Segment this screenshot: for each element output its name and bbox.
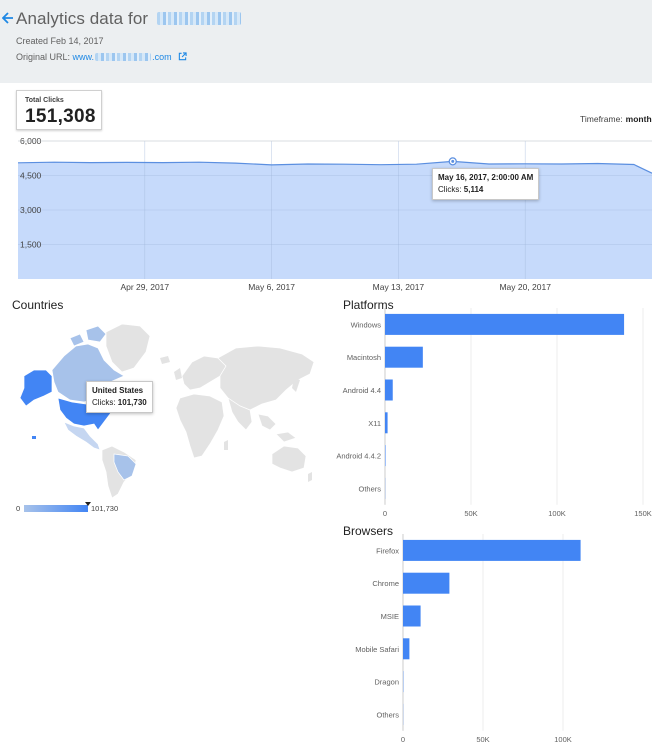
x-tick-label: 50K <box>476 735 489 744</box>
map-legend: 0 101,730 <box>16 502 118 513</box>
x-tick-label: 50K <box>464 509 477 518</box>
category-label: X11 <box>368 419 381 428</box>
category-label: Android 4.4 <box>343 386 381 395</box>
map-asia <box>217 345 315 411</box>
created-date: Created Feb 14, 2017 <box>16 36 104 46</box>
highlighted-point-center <box>451 159 455 163</box>
bar <box>385 346 423 368</box>
total-clicks-value: 151,308 <box>25 106 96 127</box>
category-label: Mobile Safari <box>355 645 399 654</box>
category-label: Windows <box>351 320 382 329</box>
legend-min: 0 <box>16 504 20 513</box>
page-title-text: Analytics data for <box>16 9 149 28</box>
legend-gradient <box>24 505 88 512</box>
bar <box>385 412 388 434</box>
bar <box>403 572 450 594</box>
category-label: Macintosh <box>347 353 381 362</box>
map-tooltip-country: United States <box>92 386 144 395</box>
original-url-row: Original URL: www. .com <box>16 52 187 62</box>
map-greenland <box>105 323 151 373</box>
x-tick-label: 100K <box>554 735 572 744</box>
x-tick-label: 100K <box>548 509 566 518</box>
bar <box>403 638 410 660</box>
map-australia <box>271 445 307 473</box>
bar <box>385 379 393 401</box>
chart-tooltip: May 16, 2017, 2:00:00 AM Clicks: 5,114 <box>432 168 540 200</box>
x-tick-label: May 13, 2017 <box>373 282 425 292</box>
category-label: Others <box>358 484 381 493</box>
page-header: Analytics data for Created Feb 14, 2017 … <box>0 0 652 83</box>
legend-max: 101,730 <box>91 504 118 513</box>
y-tick-label: 4,500 <box>20 171 42 181</box>
page-title: Analytics data for <box>16 9 242 29</box>
x-tick-label: 0 <box>383 509 387 518</box>
series-line <box>17 160 652 174</box>
total-clicks-label: Total Clicks <box>25 97 64 104</box>
total-clicks-card: Total Clicks 151,308 <box>16 90 102 130</box>
browsers-bar-chart[interactable]: 0 50K 100K Firefox Chrome MSIE Mobile Safari Dr… <box>330 534 652 745</box>
x-tick-label: May 20, 2017 <box>499 282 551 292</box>
category-label: Android 4.4.2 <box>336 452 381 461</box>
map-canada-islands <box>69 325 107 347</box>
countries-title: Countries <box>12 298 64 312</box>
category-label: MSIE <box>381 612 399 621</box>
timeframe-label: Timeframe: <box>580 114 623 124</box>
map-europe <box>181 355 227 391</box>
category-label: Chrome <box>372 579 399 588</box>
bar <box>385 313 625 335</box>
category-label: Dragon <box>374 678 399 687</box>
browsers-title: Browsers <box>343 524 394 538</box>
x-tick-label: 150K <box>634 509 652 518</box>
bar <box>385 445 386 467</box>
map-canada <box>51 343 125 403</box>
x-tick-label: May 6, 2017 <box>248 282 295 292</box>
y-tick-label: 3,000 <box>20 205 42 215</box>
original-url-link[interactable]: www. .com <box>72 52 172 62</box>
area-fill <box>18 161 652 279</box>
timeframe-value: month <box>625 114 652 124</box>
chart-tooltip-label: Clicks: <box>438 185 462 194</box>
bar <box>403 605 421 627</box>
platforms-bar-chart[interactable]: 0 50K 100K 150K Windows Macintosh Android 4.4 X… <box>330 308 652 524</box>
legend-marker <box>85 502 91 506</box>
redacted-url <box>95 52 152 61</box>
map-brazil <box>113 453 137 481</box>
y-tick-label: 1,500 <box>20 240 42 250</box>
map-tooltip-label: Clicks: <box>92 398 116 407</box>
platforms-title: Platforms <box>343 298 394 312</box>
world-map[interactable] <box>14 318 320 500</box>
x-tick-label: 0 <box>401 735 405 744</box>
category-label: Firefox <box>376 546 399 555</box>
back-arrow-icon[interactable] <box>2 11 14 25</box>
open-external-icon[interactable] <box>178 52 187 61</box>
redacted-link-name <box>157 11 242 25</box>
map-india <box>227 397 253 431</box>
category-label: Others <box>376 710 399 719</box>
bar <box>403 539 581 561</box>
map-tooltip: United States Clicks: 101,730 <box>86 381 153 413</box>
map-tooltip-value: 101,730 <box>117 398 147 407</box>
map-africa <box>175 393 225 459</box>
map-mexico <box>63 421 101 451</box>
map-alaska <box>19 369 53 407</box>
chart-tooltip-date: May 16, 2017, 2:00:00 AM <box>438 173 534 182</box>
chart-tooltip-value: 5,114 <box>463 185 484 194</box>
x-tick-label: Apr 29, 2017 <box>120 282 169 292</box>
timeframe-selector[interactable]: Timeframe: month <box>580 114 652 124</box>
original-url-label: Original URL: <box>16 52 71 62</box>
